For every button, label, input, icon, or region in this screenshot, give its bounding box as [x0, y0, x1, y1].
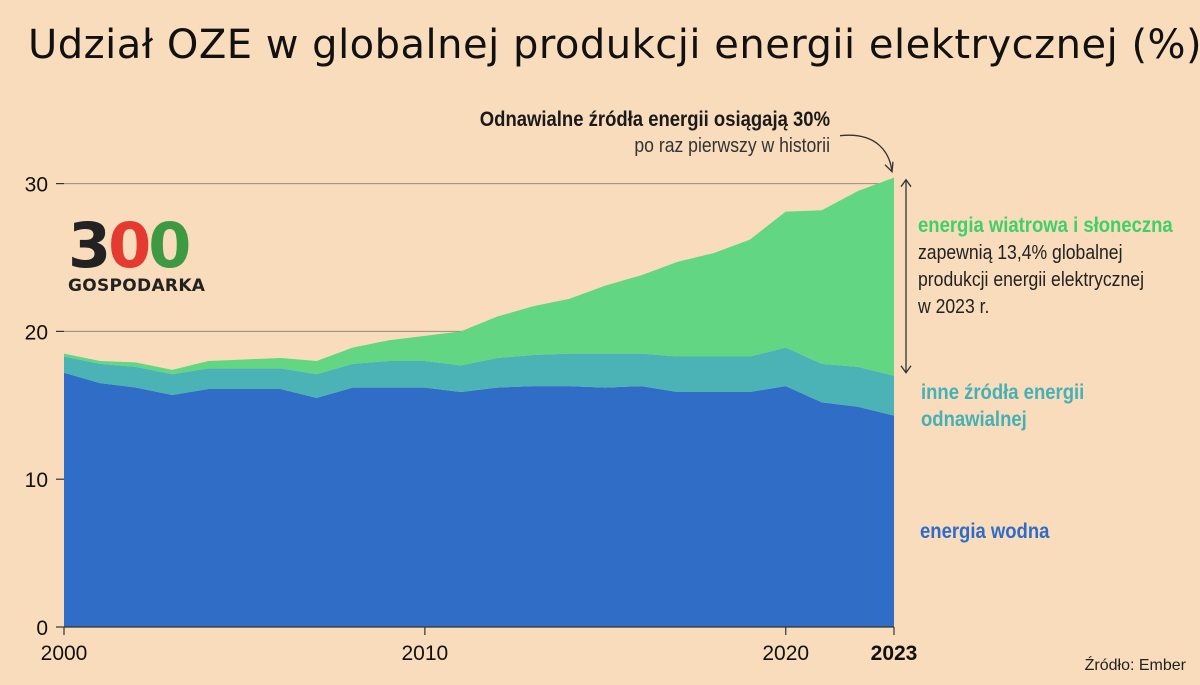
wind-solar-description: zapewnią 13,4% globalnej produkcji energ…: [918, 240, 1144, 321]
y-tick-label-30: 30: [25, 174, 48, 197]
annotation: Odnawialne źródła energii osiągają 30% p…: [310, 108, 830, 158]
x-tick-label-2020: 2020: [762, 642, 809, 665]
annotation-arrow: [839, 134, 893, 172]
y-tick-label-10: 10: [25, 469, 48, 492]
y-tick-label-0: 0: [36, 617, 48, 640]
bracket-arrowhead-top: [900, 178, 912, 188]
chart-title: Udział OZE w globalnej produkcji energii…: [28, 22, 1200, 68]
logo-digit-0-red: 0: [108, 209, 151, 282]
label-other-line-1: inne źródła energii: [921, 381, 1085, 404]
logo-digit-3: 3: [68, 209, 111, 282]
y-tick-label-20: 20: [25, 321, 48, 344]
wind-solar-desc-line-2: produkcji energii elektrycznej: [918, 269, 1144, 291]
annotation-arrowhead: [884, 161, 894, 174]
wind-solar-desc-line-3: w 2023 r.: [918, 296, 990, 318]
area-series-other: [64, 347, 894, 416]
area-series-wind_solar: [64, 177, 894, 376]
wind-solar-desc-line-1: zapewnią 13,4% globalnej: [918, 242, 1123, 264]
logo-300-gospodarka: 300 GOSPODARKA: [68, 215, 218, 298]
annotation-headline: Odnawialne źródła energii osiągają 30%: [479, 108, 830, 131]
label-other-renewables: inne źródła energii odnawialnej: [921, 379, 1084, 433]
label-hydro: energia wodna: [920, 520, 1050, 543]
annotation-subline: po raz pierwszy w historii: [634, 135, 830, 157]
x-tick-label-2010: 2010: [402, 642, 449, 665]
area-series-hydro: [64, 372, 894, 627]
bracket-arrowhead-bottom: [900, 365, 912, 374]
x-tick-label-2023: 2023: [871, 642, 918, 665]
label-other-line-2: odnawialnej: [921, 408, 1027, 431]
logo-digit-0-green: 0: [148, 209, 191, 282]
label-wind-solar: energia wiatrowa i słoneczna: [918, 214, 1173, 237]
x-tick-label-2000: 2000: [41, 642, 88, 665]
logo-text: GOSPODARKA: [68, 276, 206, 296]
source-note: Źródło: Ember: [1084, 657, 1186, 674]
